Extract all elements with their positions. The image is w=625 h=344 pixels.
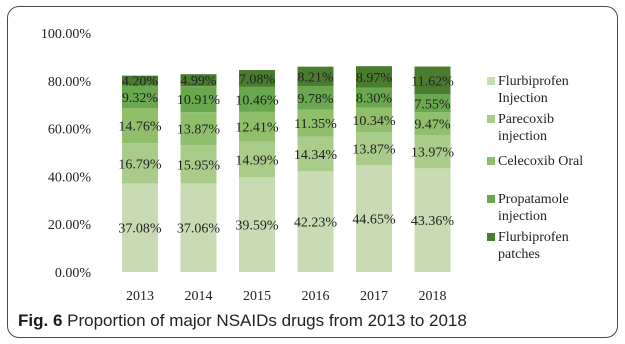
- data-label: 13.97%: [411, 146, 455, 161]
- legend-label: Flurbiprofen Injection: [498, 74, 569, 106]
- data-label: 13.87%: [352, 143, 396, 158]
- bar-segment: [356, 165, 392, 272]
- bar-segment: [180, 86, 217, 113]
- x-tick-label: 2015: [243, 289, 271, 304]
- bar-segment: [180, 112, 217, 146]
- y-tick-label: 100.00%: [41, 27, 92, 42]
- legend-swatch: [487, 233, 495, 241]
- legend-label: Propatamole injection: [498, 192, 569, 224]
- bar-segment: [414, 134, 451, 169]
- bar-segment: [297, 136, 334, 172]
- y-tick-label: 60.00%: [48, 123, 92, 138]
- data-label: 9.32%: [122, 91, 159, 106]
- data-label: 8.30%: [356, 92, 393, 107]
- data-label: 12.41%: [235, 121, 279, 136]
- bar-segment: [414, 94, 451, 113]
- bar-segment: [356, 107, 392, 133]
- bar-segment: [414, 66, 451, 95]
- legend-label: Celecoxib Oral: [498, 154, 583, 169]
- bar-segment: [180, 74, 217, 87]
- bar-segment: [297, 66, 334, 87]
- bar-segment: [180, 183, 217, 272]
- bar-segment: [239, 86, 275, 112]
- figure-caption: Fig. 6 Proportion of major NSAIDs drugs …: [18, 311, 467, 331]
- bar-segment: [239, 69, 275, 87]
- data-labels: 37.08% 16.79% 14.76% 9.32%4.20% 37.06% 15.95%…: [118, 70, 454, 236]
- bar-segment: [356, 66, 392, 88]
- bar-segment: [356, 87, 392, 108]
- legend-label: Parecoxib injection: [498, 112, 554, 144]
- legend: Flurbiprofen Injection Parecoxib injection C…: [487, 74, 583, 262]
- bar-segment: [239, 177, 275, 272]
- data-label: 11.35%: [294, 117, 337, 132]
- y-axis: 0.00% 20.00% 40.00% 60.00% 80.00% 100.00%: [41, 27, 92, 281]
- data-label: 8.97%: [356, 71, 393, 86]
- data-label: 14.76%: [118, 120, 162, 135]
- bar-segment: [122, 143, 158, 184]
- data-label: 44.65%: [352, 213, 396, 228]
- legend-swatch: [487, 157, 495, 165]
- x-axis: 2013 2014 2015 2016 2017 2018: [126, 289, 447, 304]
- y-tick-label: 0.00%: [55, 266, 92, 281]
- legend-swatch: [487, 115, 495, 123]
- bar-segment: [297, 86, 334, 110]
- data-label: 11.62%: [411, 74, 454, 89]
- data-label: 37.06%: [177, 222, 221, 237]
- data-label: 39.59%: [235, 219, 279, 234]
- bar-segment: [297, 109, 334, 137]
- bar-segment: [122, 75, 158, 86]
- figure-caption-text: Proportion of major NSAIDs drugs from 20…: [67, 311, 467, 330]
- data-label: 8.21%: [297, 70, 334, 85]
- x-tick-label: 2014: [185, 289, 213, 304]
- data-label: 7.08%: [239, 72, 276, 87]
- data-label: 10.91%: [177, 93, 221, 108]
- bar-segment: [297, 171, 334, 272]
- data-label: 7.55%: [414, 97, 451, 112]
- x-tick-label: 2017: [360, 289, 388, 304]
- y-tick-label: 20.00%: [48, 218, 92, 233]
- x-tick-label: 2016: [302, 289, 330, 304]
- bar-segment: [414, 112, 451, 135]
- data-label: 13.87%: [177, 123, 221, 138]
- bar-segment: [239, 141, 275, 178]
- data-label: 37.08%: [118, 222, 162, 237]
- data-label: 16.79%: [118, 157, 162, 172]
- y-tick-label: 40.00%: [48, 170, 92, 185]
- data-label: 15.95%: [177, 158, 221, 173]
- x-tick-label: 2013: [126, 289, 154, 304]
- data-label: 42.23%: [294, 216, 338, 231]
- data-label: 10.46%: [235, 93, 279, 108]
- legend-swatch: [487, 77, 495, 85]
- legend-swatch: [487, 195, 495, 203]
- data-label: 10.34%: [352, 114, 396, 129]
- bar-segment: [122, 107, 158, 144]
- figure-number: Fig. 6: [18, 311, 63, 330]
- bar-segment: [414, 168, 451, 272]
- data-label: 43.36%: [411, 214, 455, 229]
- data-label: 14.99%: [235, 153, 279, 168]
- legend-label: Flurbiprofen patches: [498, 230, 569, 262]
- bar-segment: [122, 183, 158, 272]
- data-label: 9.47%: [414, 118, 451, 133]
- data-label: 9.78%: [297, 92, 334, 107]
- data-label: 14.34%: [294, 148, 338, 163]
- bar-segment: [122, 85, 158, 108]
- y-tick-label: 80.00%: [48, 75, 92, 90]
- x-tick-label: 2018: [419, 289, 447, 304]
- bar-segment: [356, 132, 392, 166]
- data-label: 4.20%: [122, 75, 159, 90]
- bar-segment: [239, 111, 275, 142]
- data-label: 4.99%: [180, 74, 217, 89]
- bars: [122, 66, 451, 272]
- bar-segment: [180, 145, 217, 184]
